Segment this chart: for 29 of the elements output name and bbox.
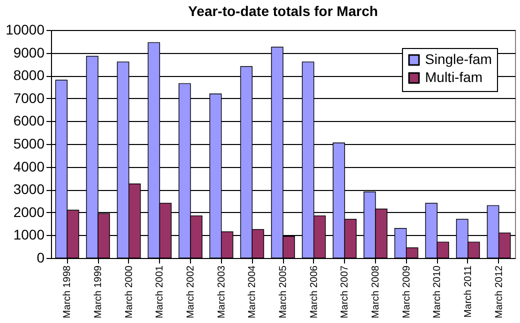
x-tick-label: March 2008	[370, 265, 382, 318]
y-tick-label: 2000	[13, 204, 45, 220]
x-tick-label: March 1998	[62, 265, 74, 318]
x-tick-label: March 2005	[278, 265, 289, 318]
legend-label: Multi-fam	[425, 69, 483, 85]
y-tick-label: 1000	[13, 226, 45, 243]
x-tick-label: March 2010	[432, 265, 444, 318]
y-tick-label: 10000	[6, 22, 45, 38]
x-tick-label: March 2004	[247, 265, 258, 318]
x-tick-label: March 2011	[462, 265, 474, 318]
legend-label: Single-fam	[425, 51, 492, 67]
y-tick-label: 6000	[13, 112, 45, 129]
y-tick-label: 3000	[13, 181, 45, 198]
x-tick-label: March 2006	[308, 265, 320, 318]
y-tick-label: 9000	[13, 44, 45, 60]
y-tick-label: 0	[36, 250, 45, 266]
x-tick-label: March 2002	[186, 265, 197, 318]
x-tick-label: March 2003	[216, 265, 228, 318]
x-tick-label: March 2007	[340, 265, 351, 318]
chart-title: Year-to-date totals for March	[188, 3, 378, 19]
y-tick-label: 7000	[13, 90, 45, 106]
x-tick-label: March 2001	[154, 265, 166, 318]
y-tick-label: 4000	[13, 158, 45, 174]
x-tick-label: March 2012	[494, 265, 505, 318]
x-tick-label: March 1999	[93, 265, 104, 318]
x-tick-label: March 2009	[401, 265, 412, 318]
y-tick-label: 5000	[13, 136, 45, 152]
y-tick-label: 8000	[13, 67, 45, 84]
x-tick-label: March 2000	[124, 265, 135, 318]
